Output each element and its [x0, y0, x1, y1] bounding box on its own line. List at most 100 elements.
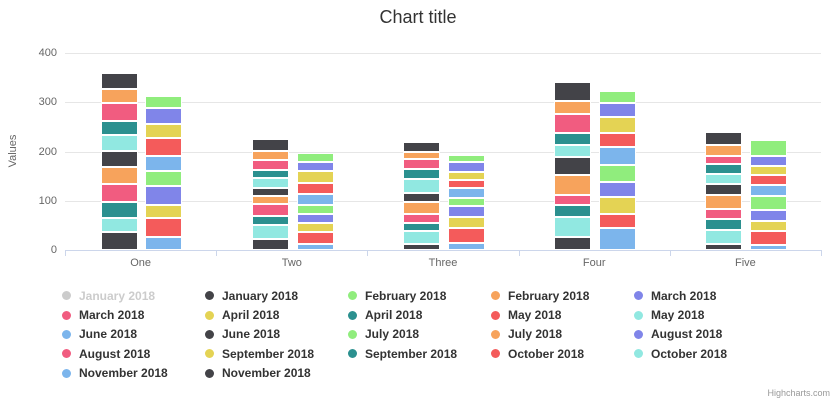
legend-item[interactable]: August 2018	[62, 344, 205, 363]
bar-segment[interactable]	[402, 201, 440, 215]
bar-segment[interactable]	[296, 232, 334, 245]
bar-segment[interactable]	[100, 120, 138, 136]
legend-item[interactable]: August 2018	[634, 325, 777, 344]
bar-segment[interactable]	[554, 81, 592, 101]
legend-item[interactable]: April 2018	[205, 305, 348, 324]
bar-segment[interactable]	[402, 178, 440, 193]
bar-segment[interactable]	[598, 117, 636, 133]
bar-segment[interactable]	[100, 151, 138, 168]
bar-segment[interactable]	[100, 73, 138, 89]
bar-segment[interactable]	[402, 159, 440, 169]
bar-segment[interactable]	[100, 167, 138, 184]
bar-segment[interactable]	[251, 151, 289, 161]
bar-segment[interactable]	[598, 214, 636, 229]
bar-segment[interactable]	[251, 178, 289, 189]
bar-segment[interactable]	[598, 165, 636, 182]
bar-segment[interactable]	[554, 132, 592, 146]
bar-segment[interactable]	[100, 183, 138, 203]
bar-segment[interactable]	[750, 210, 788, 221]
legend-item[interactable]: July 2018	[348, 325, 491, 344]
bar-segment[interactable]	[447, 227, 485, 243]
bar-segment[interactable]	[145, 137, 183, 156]
legend-item[interactable]: October 2018	[491, 344, 634, 363]
bar-segment[interactable]	[402, 152, 440, 160]
bar-segment[interactable]	[296, 170, 334, 184]
legend-item[interactable]: July 2018	[491, 325, 634, 344]
legend-item[interactable]: November 2018	[62, 364, 205, 383]
bar-segment[interactable]	[145, 124, 183, 138]
bar-segment[interactable]	[251, 188, 289, 197]
legend-item[interactable]: June 2018	[62, 325, 205, 344]
bar-segment[interactable]	[554, 237, 592, 250]
bar-segment[interactable]	[447, 162, 485, 173]
bar-segment[interactable]	[402, 142, 440, 153]
bar-segment[interactable]	[402, 223, 440, 232]
legend-item[interactable]: September 2018	[205, 344, 348, 363]
bar-segment[interactable]	[554, 175, 592, 195]
bar-segment[interactable]	[750, 230, 788, 246]
bar-segment[interactable]	[447, 197, 485, 206]
bar-segment[interactable]	[598, 90, 636, 103]
bar-segment[interactable]	[705, 243, 743, 250]
bar-segment[interactable]	[705, 208, 743, 219]
bar-segment[interactable]	[447, 242, 485, 250]
bar-segment[interactable]	[750, 245, 788, 250]
bar-segment[interactable]	[145, 95, 183, 108]
legend-item[interactable]: May 2018	[634, 305, 777, 324]
bar-segment[interactable]	[296, 183, 334, 195]
bar-segment[interactable]	[705, 219, 743, 230]
bar-segment[interactable]	[100, 135, 138, 152]
bar-segment[interactable]	[296, 153, 334, 162]
bar-segment[interactable]	[598, 181, 636, 198]
bar-segment[interactable]	[296, 194, 334, 205]
bar-segment[interactable]	[598, 197, 636, 215]
bar-segment[interactable]	[705, 229, 743, 244]
bar-segment[interactable]	[100, 88, 138, 103]
bar-segment[interactable]	[251, 196, 289, 205]
bar-segment[interactable]	[750, 184, 788, 197]
bar-segment[interactable]	[554, 194, 592, 205]
bar-segment[interactable]	[447, 172, 485, 180]
bar-segment[interactable]	[598, 102, 636, 118]
bar-segment[interactable]	[251, 170, 289, 179]
bar-segment[interactable]	[447, 188, 485, 198]
legend-item[interactable]: March 2018	[634, 286, 777, 305]
bar-segment[interactable]	[100, 217, 138, 232]
bar-segment[interactable]	[402, 214, 440, 224]
bar-segment[interactable]	[296, 161, 334, 171]
legend-item[interactable]: February 2018	[491, 286, 634, 305]
bar-segment[interactable]	[251, 160, 289, 171]
bar-segment[interactable]	[750, 155, 788, 167]
bar-segment[interactable]	[554, 157, 592, 176]
bar-segment[interactable]	[296, 213, 334, 223]
bar-segment[interactable]	[598, 132, 636, 148]
bar-segment[interactable]	[705, 145, 743, 156]
bar-segment[interactable]	[100, 202, 138, 218]
bar-segment[interactable]	[145, 185, 183, 205]
bar-segment[interactable]	[145, 218, 183, 238]
bar-segment[interactable]	[402, 192, 440, 202]
bar-segment[interactable]	[251, 138, 289, 152]
bar-segment[interactable]	[296, 204, 334, 214]
legend-item[interactable]: September 2018	[348, 344, 491, 363]
bar-segment[interactable]	[554, 113, 592, 133]
bar-segment[interactable]	[447, 205, 485, 217]
bar-segment[interactable]	[447, 154, 485, 163]
bar-segment[interactable]	[554, 100, 592, 114]
bar-segment[interactable]	[750, 140, 788, 156]
bar-segment[interactable]	[251, 239, 289, 250]
bar-segment[interactable]	[402, 244, 440, 250]
bar-segment[interactable]	[554, 204, 592, 218]
highcharts-credit-link[interactable]: Highcharts.com	[767, 388, 830, 398]
bar-segment[interactable]	[100, 231, 138, 250]
bar-segment[interactable]	[750, 220, 788, 231]
bar-segment[interactable]	[402, 231, 440, 245]
bar-segment[interactable]	[145, 204, 183, 218]
legend-item[interactable]: April 2018	[348, 305, 491, 324]
bar-segment[interactable]	[447, 179, 485, 188]
bar-segment[interactable]	[750, 174, 788, 185]
bar-segment[interactable]	[145, 237, 183, 250]
bar-segment[interactable]	[296, 222, 334, 233]
bar-segment[interactable]	[750, 196, 788, 211]
legend-item[interactable]: November 2018	[205, 364, 348, 383]
